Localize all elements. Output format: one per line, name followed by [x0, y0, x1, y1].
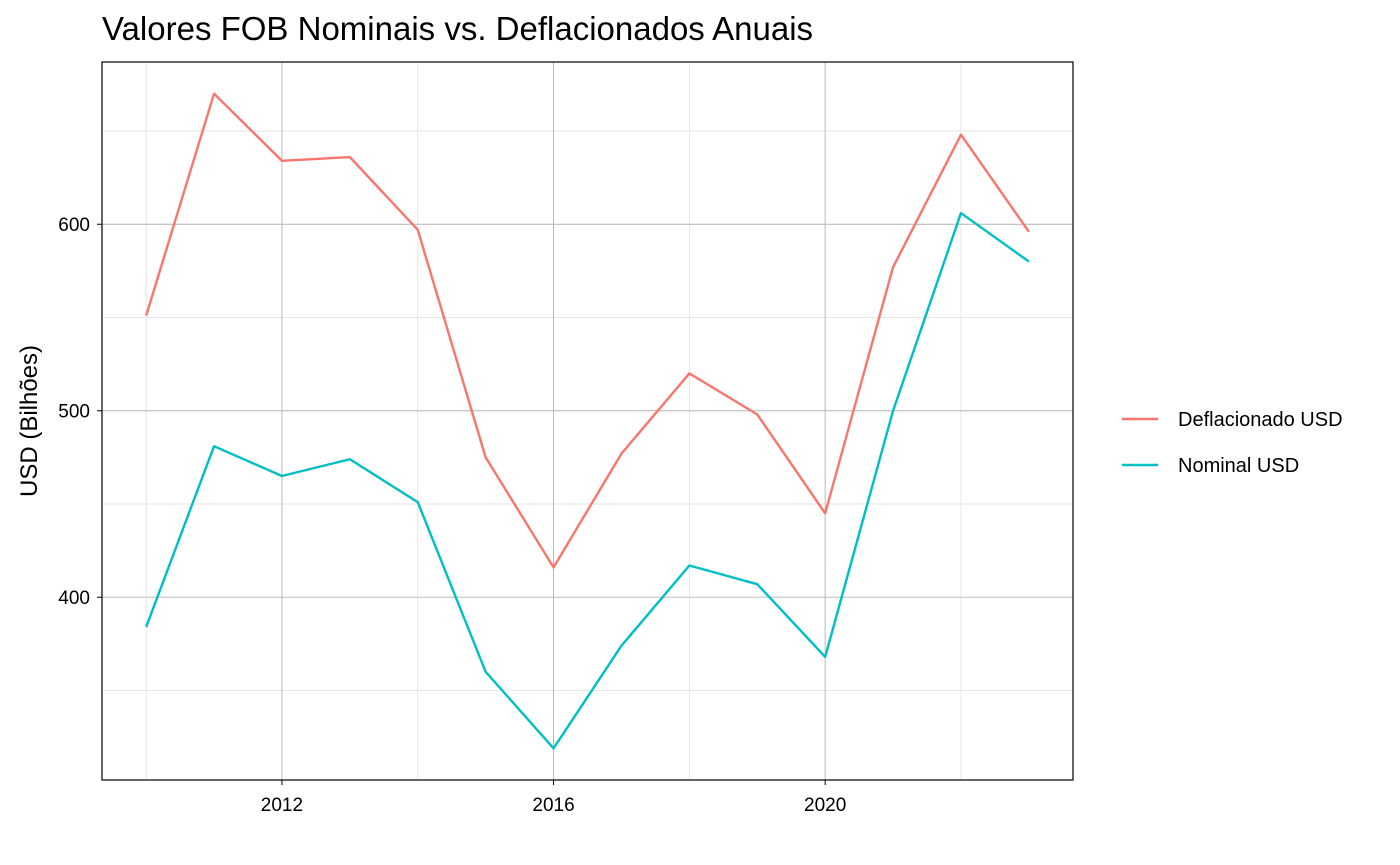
legend-label-2: Nominal USD — [1178, 455, 1299, 477]
series-lines — [144, 92, 1030, 750]
legend: Deflacionado USD Nominal USD — [1122, 409, 1343, 477]
series-line-1 — [144, 92, 1030, 569]
y-tick-label: 500 — [58, 402, 90, 423]
y-axis-label: USD (Bilhões) — [16, 345, 43, 497]
legend-label-1: Deflacionado USD — [1178, 409, 1343, 431]
series-line-2 — [145, 211, 1030, 750]
x-tick-label: 2012 — [261, 795, 303, 816]
chart-title: Valores FOB Nominais vs. Deflacionados A… — [102, 10, 813, 47]
y-axis: 400 500 600 — [58, 215, 102, 609]
y-tick-label: 400 — [58, 588, 90, 609]
x-tick-label: 2016 — [532, 795, 574, 816]
major-gridlines — [102, 62, 1073, 780]
x-tick-label: 2020 — [804, 795, 846, 816]
y-tick-label: 600 — [58, 215, 90, 236]
x-axis: 2012 2016 2020 — [261, 780, 846, 816]
minor-gridlines — [102, 62, 1073, 780]
plot-panel-border — [101, 61, 1074, 781]
